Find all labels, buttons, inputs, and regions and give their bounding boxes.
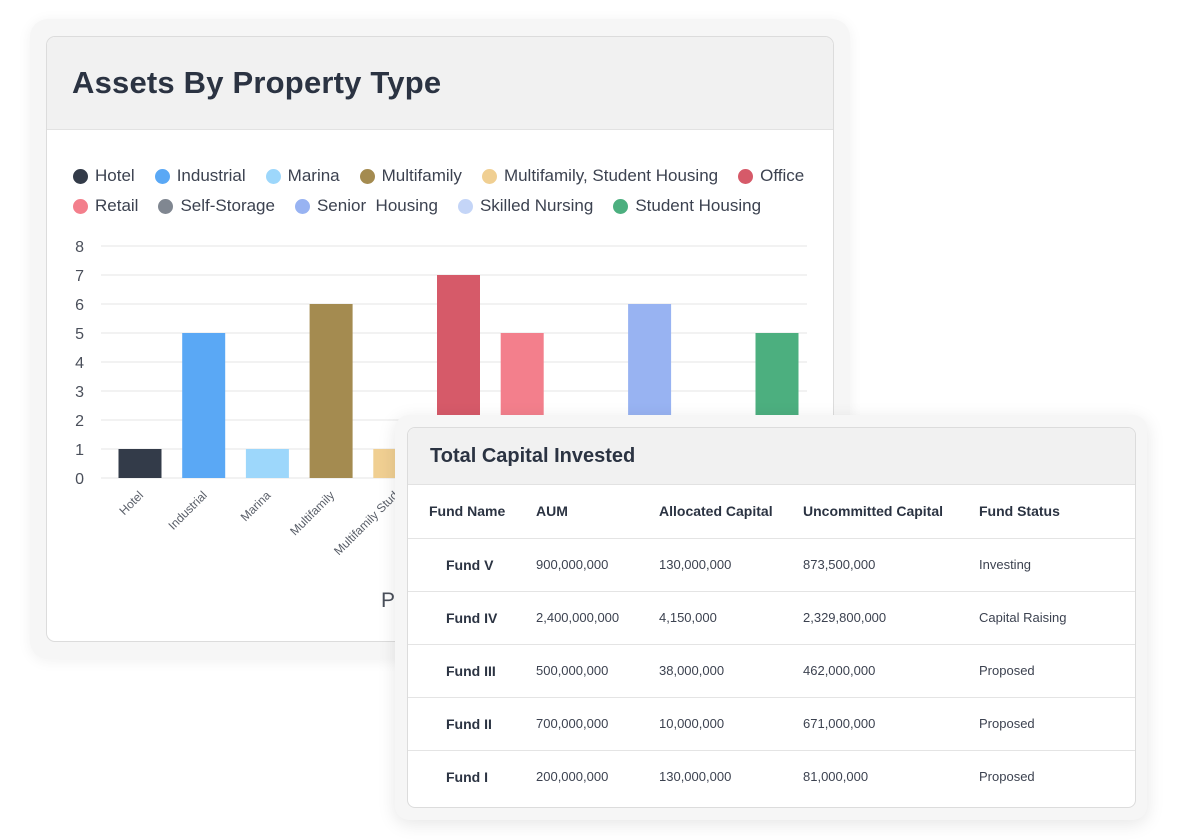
x-tick-label: Multifamily Stud (331, 488, 401, 558)
legend-row: Hotel Industrial Marina Multifamily Multifam… (73, 161, 823, 191)
aum-cell: 900,000,000 (536, 537, 659, 591)
aum-cell: 500,000,000 (536, 643, 659, 697)
column-header-fund-status[interactable]: Fund Status (979, 503, 1060, 520)
aum-cell: 2,400,000,000 (536, 590, 659, 644)
total-capital-invested-card: Total Capital Invested Fund Name AUM All… (407, 427, 1136, 808)
bar-industrial[interactable] (182, 333, 226, 478)
legend-color-dot (265, 168, 281, 184)
allocated-capital-cell: 130,000,000 (659, 537, 803, 591)
fund-name-cell: Fund II (408, 696, 536, 750)
fund-status-cell: Proposed (979, 696, 1135, 750)
capital-table: Fund Name AUM Allocated Capital Uncommit… (408, 485, 1135, 803)
table-title: Total Capital Invested (430, 444, 636, 467)
y-tick-label: 2 (75, 413, 84, 430)
legend-color-dot (457, 198, 473, 214)
legend-label: Senior Housing (316, 196, 438, 215)
assets-by-property-type-card: Assets By Property Type Hotel Industrial M… (46, 36, 834, 642)
allocated-capital-cell: 4,150,000 (659, 590, 803, 644)
x-tick-label: Marina (238, 488, 274, 524)
legend-item[interactable]: Multifamily, Student Housing (481, 166, 719, 186)
y-tick-label: 3 (75, 384, 84, 401)
legend-item[interactable]: Industrial (154, 166, 246, 186)
aum-cell: 200,000,000 (536, 749, 659, 803)
x-tick-label: Multifamily (287, 488, 337, 538)
allocated-capital-cell: 10,000,000 (659, 696, 803, 750)
legend-label: Self-Storage (180, 196, 275, 215)
uncommitted-capital-cell: 2,329,800,000 (803, 590, 979, 644)
table-row[interactable]: Fund I 200,000,000 130,000,000 81,000,00… (408, 749, 1135, 803)
legend-label: Office (760, 166, 805, 185)
legend-item[interactable]: Self-Storage (158, 196, 275, 216)
x-tick-label: Industrial (165, 488, 209, 532)
aum-cell: 700,000,000 (536, 696, 659, 750)
uncommitted-capital-cell: 81,000,000 (803, 749, 979, 803)
legend-color-dot (154, 168, 170, 184)
table-row[interactable]: Fund V 900,000,000 130,000,000 873,500,0… (408, 537, 1135, 591)
legend-item[interactable]: Marina (265, 166, 340, 186)
fund-status-cell: Capital Raising (979, 590, 1135, 644)
chart-title: Assets By Property Type (72, 65, 442, 100)
table-header-row: Fund Name AUM Allocated Capital Uncommit… (408, 485, 1135, 538)
legend-label: Multifamily (381, 166, 462, 185)
column-header-fund-name[interactable]: Fund Name (429, 503, 506, 520)
legend-label: Hotel (95, 166, 135, 185)
table-row[interactable]: Fund IV 2,400,000,000 4,150,000 2,329,80… (408, 590, 1135, 644)
uncommitted-capital-cell: 671,000,000 (803, 696, 979, 750)
fund-status-cell: Proposed (979, 643, 1135, 697)
table-row[interactable]: Fund II 700,000,000 10,000,000 671,000,0… (408, 696, 1135, 750)
bar-hotel[interactable] (118, 449, 162, 478)
table-row[interactable]: Fund III 500,000,000 38,000,000 462,000,… (408, 643, 1135, 697)
legend-color-dot (359, 168, 375, 184)
fund-name-cell: Fund III (408, 643, 536, 697)
column-header-allocated-capital[interactable]: Allocated Capital (659, 503, 773, 520)
legend-color-dot (613, 198, 629, 214)
legend-item[interactable]: Office (738, 166, 804, 186)
uncommitted-capital-cell: 873,500,000 (803, 537, 979, 591)
column-header-uncommitted-capital[interactable]: Uncommitted Capital (803, 503, 944, 520)
legend-item[interactable]: Retail (73, 196, 138, 216)
legend-label: Retail (95, 196, 139, 215)
legend-color-dot (738, 168, 754, 184)
legend-row: Retail Self-Storage Senior Housing Skilled … (73, 191, 823, 221)
column-header-aum[interactable]: AUM (536, 503, 568, 520)
legend-label: Marina (287, 166, 340, 185)
uncommitted-capital-cell: 462,000,000 (803, 643, 979, 697)
legend-item[interactable]: Senior Housing (294, 196, 438, 216)
allocated-capital-cell: 38,000,000 (659, 643, 803, 697)
legend-color-dot (73, 198, 88, 214)
x-tick-label: Hotel (116, 488, 146, 518)
y-tick-label: 4 (75, 355, 84, 372)
legend-item[interactable]: Multifamily (359, 166, 462, 186)
legend-color-dot (294, 198, 310, 214)
fund-status-cell: Investing (979, 537, 1135, 591)
allocated-capital-cell: 130,000,000 (659, 749, 803, 803)
chart-legend: Hotel Industrial Marina Multifamily Multifam… (73, 161, 823, 221)
fund-name-cell: Fund I (408, 749, 536, 803)
y-tick-label: 7 (75, 268, 84, 285)
y-tick-label: 5 (75, 326, 84, 343)
chart-card-header: Assets By Property Type (47, 37, 833, 130)
y-tick-label: 8 (75, 239, 84, 256)
legend-color-dot (158, 198, 174, 214)
table-card-header: Total Capital Invested (408, 428, 1135, 485)
legend-label: Industrial (176, 166, 246, 185)
legend-color-dot (73, 168, 88, 184)
bar-marina[interactable] (245, 449, 289, 478)
y-tick-label: 1 (75, 442, 84, 459)
fund-name-cell: Fund IV (408, 590, 536, 644)
x-axis-title: P (381, 589, 395, 612)
y-tick-label: 0 (75, 471, 84, 488)
legend-label: Student Housing (635, 196, 762, 215)
bar-multifamily[interactable] (309, 304, 353, 478)
legend-item[interactable]: Skilled Nursing (457, 196, 594, 216)
legend-label: Skilled Nursing (479, 196, 594, 215)
legend-label: Multifamily, Student Housing (503, 166, 719, 185)
legend-item[interactable]: Student Housing (613, 196, 761, 216)
fund-name-cell: Fund V (408, 537, 536, 591)
fund-status-cell: Proposed (979, 749, 1135, 803)
legend-item[interactable]: Hotel (73, 166, 135, 186)
legend-color-dot (481, 168, 497, 184)
y-tick-label: 6 (75, 297, 84, 314)
